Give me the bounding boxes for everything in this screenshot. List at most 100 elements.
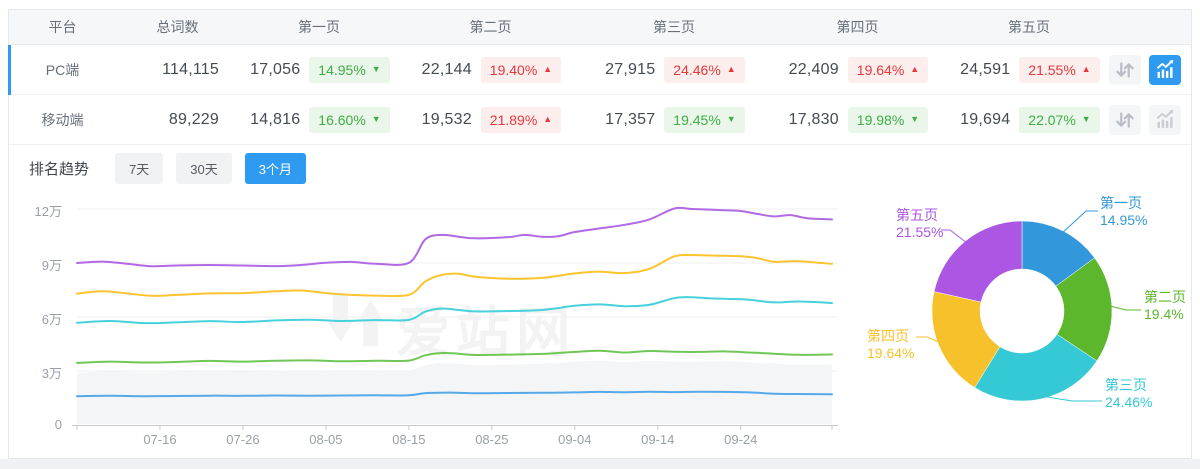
table-row-PC端[interactable]: PC端 114,115 17,056 14.95% ▼ 22,144 19.40% ▲ 27,9… [8,45,1191,95]
percent-value: 19.64% [856,61,905,78]
page-keyword-count: 14,816 [250,110,301,128]
percent-value: 16.60% [318,111,366,128]
sort-updown-icon[interactable] [1109,54,1141,85]
percent-change-badge: 21.55% ▲ [1019,56,1100,83]
arrow-up-icon: ▲ [543,114,553,124]
donut-label-percent: 19.4% [1144,306,1184,322]
x-axis-tick-label: 07-16 [143,432,177,447]
donut-label-name: 第五页 [896,207,938,223]
x-axis-tick-label: 08-25 [475,432,509,447]
percent-value: 19.98% [856,111,905,128]
x-axis-tick-label: 08-15 [392,432,426,447]
donut-label-percent: 24.46% [1105,394,1153,410]
page-keyword-count: 19,694 [960,110,1011,128]
column-header-6: 第四页 [836,19,879,35]
page-keyword-count: 17,357 [605,110,656,128]
x-axis-tick-label: 08-05 [309,432,343,447]
donut-label-name: 第二页 [1144,289,1186,305]
donut-label-第四页: 第四页 19.64% [867,328,914,362]
total-keyword-count: 89,229 [168,110,219,128]
column-header-7: 第五页 [1008,19,1050,35]
percent-change-badge: 24.46% ▲ [664,56,745,83]
page-keyword-count: 19,532 [421,110,472,128]
page-4-cell: 22,409 19.64% ▲ [766,56,949,83]
sort-updown-icon[interactable] [1109,104,1141,135]
platform-name: 移动端 [41,111,84,128]
percent-change-badge: 19.64% ▲ [847,56,929,83]
page-3-cell: 17,357 19.45% ▼ [582,106,766,133]
y-axis-tick-label: 3万 [41,366,62,381]
selected-row-indicator [8,45,11,95]
arrow-down-icon: ▼ [1081,114,1091,124]
arrow-up-icon: ▲ [543,64,553,74]
y-axis-tick-label: 12万 [34,204,62,219]
arrow-down-icon: ▼ [371,64,381,74]
percent-change-badge: 22.07% ▼ [1019,106,1100,133]
main-card: 平台 总词数 第一页 第二页 第三页 第四页 第五页 PC端 114,115 17,056 14.… [8,9,1192,459]
page-background-strip [0,459,1200,469]
donut-label-name: 第三页 [1105,377,1147,393]
percent-value: 21.89% [489,111,538,128]
donut-label-percent: 14.95% [1100,212,1148,228]
tab-3个月[interactable]: 3个月 [244,152,306,184]
page-keyword-count: 22,144 [421,60,472,78]
column-header-4: 第二页 [469,19,512,35]
page-keyword-count: 22,409 [788,60,839,78]
page-1-cell: 17,056 14.95% ▼ [239,56,399,83]
percent-value: 14.95% [318,61,366,78]
y-axis-tick-label: 9万 [41,258,62,273]
table-row-移动端[interactable]: 移动端 89,229 14,816 16.60% ▼ 19,532 21.89% ▲ 17,35… [9,95,1191,145]
table-body: PC端 114,115 17,056 14.95% ▼ 22,144 19.40% ▲ 27,9… [8,45,1191,145]
percent-value: 24.46% [673,61,721,78]
table-header: 平台 总词数 第一页 第二页 第三页 第四页 第五页 [9,10,1191,45]
total-keyword-count: 114,115 [162,60,219,78]
donut-label-第三页: 第三页 24.46% [1105,377,1152,411]
trend-section-bar: 排名趋势 7天 30天 3个月 [9,145,1191,191]
page-2-cell: 22,144 19.40% ▲ [399,56,582,83]
page-5-cell: 19,694 22.07% ▼ [949,106,1109,133]
donut-label-第一页: 第一页 14.95% [1100,195,1147,229]
trend-range-tabs: 7天 30天 3个月 [115,152,306,184]
arrow-up-icon: ▲ [910,64,920,74]
donut-label-name: 第四页 [867,328,909,344]
donut-label-第五页: 第五页 21.55% [896,207,943,241]
donut-label-percent: 21.55% [896,224,944,240]
page-keyword-count: 24,591 [960,60,1011,78]
tab-30天[interactable]: 30天 [176,152,232,184]
percent-value: 22.07% [1028,111,1076,128]
percent-value: 21.55% [1028,61,1076,78]
page-4-cell: 17,830 19.98% ▼ [766,106,949,133]
trend-section-title: 排名趋势 [29,160,90,178]
page-keyword-count: 27,915 [605,60,656,78]
page-2-cell: 19,532 21.89% ▲ [399,106,582,133]
percent-change-badge: 19.98% ▼ [847,106,929,133]
x-axis-tick-label: 09-04 [558,432,592,447]
arrow-up-icon: ▲ [1081,64,1091,74]
trend-chart-icon[interactable] [1149,104,1181,135]
arrow-down-icon: ▼ [910,114,920,124]
row-actions [1109,54,1195,85]
percent-change-badge: 14.95% ▼ [309,56,390,83]
arrow-up-icon: ▲ [726,64,736,74]
percent-value: 19.40% [489,61,538,78]
donut-label-第二页: 第二页 19.4% [1144,289,1186,323]
trend-chart-icon[interactable] [1149,54,1181,85]
x-axis-tick-label: 09-24 [724,432,758,447]
percent-change-badge: 16.60% ▼ [309,106,390,133]
page-keyword-count: 17,056 [250,60,301,78]
percent-change-badge: 19.40% ▲ [480,56,562,83]
tab-7天[interactable]: 7天 [115,152,164,184]
page-1-cell: 14,816 16.60% ▼ [239,106,399,133]
platform-name: PC端 [45,61,80,78]
y-axis-tick-label: 6万 [41,312,62,327]
arrow-down-icon: ▼ [726,114,736,124]
percent-change-badge: 21.89% ▲ [480,106,562,133]
column-header-5: 第三页 [653,19,695,35]
page-keyword-count: 17,830 [788,110,839,128]
x-axis-tick-label: 07-26 [226,432,260,447]
arrow-down-icon: ▼ [371,114,381,124]
page-3-cell: 27,915 24.46% ▲ [582,56,766,83]
y-axis-tick-label: 0 [54,417,62,432]
donut-label-name: 第一页 [1100,195,1142,211]
